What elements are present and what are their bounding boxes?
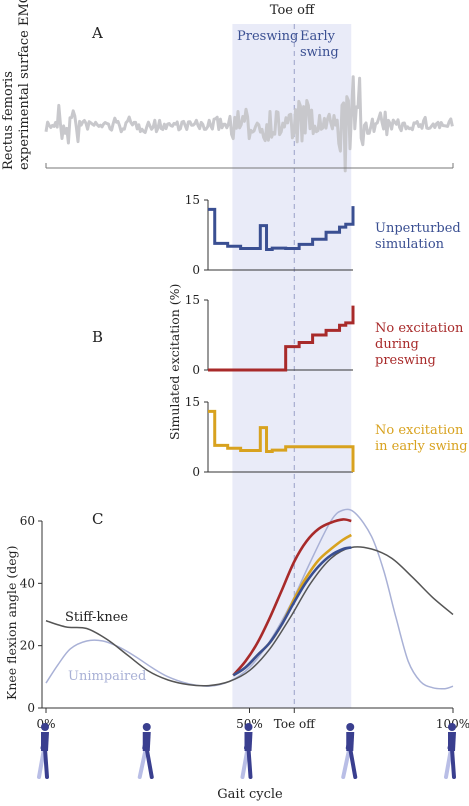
- unperturbed-simulation-excitation-line: [208, 206, 355, 251]
- toe-off-title: Toe off: [270, 3, 316, 18]
- walker-arm: [142, 733, 149, 750]
- no-excitation-in-early-swing-label-line-1: No excitation: [375, 423, 464, 438]
- walking-person-icon: [37, 723, 49, 779]
- walker-head: [142, 723, 151, 731]
- panel-letter-c: C: [92, 510, 103, 528]
- panel-letter-b: B: [92, 328, 103, 346]
- walker-head: [244, 723, 253, 731]
- knee-curve-no-excitation-during-preswing: [232, 518, 352, 677]
- no-excitation-during-preswing-label-line-3: preswing: [375, 353, 436, 368]
- walker-back-leg: [37, 747, 46, 779]
- walking-person-icon: [137, 723, 154, 779]
- no-excitation-in-early-swing-tick-label-15: 15: [185, 395, 200, 409]
- unperturbed-simulation-tick-label-15: 15: [185, 193, 200, 207]
- xtick-label-toe-off: Toe off: [274, 717, 316, 731]
- walker-arm: [447, 733, 454, 750]
- no-excitation-during-preswing-tick-label-0: 0: [192, 363, 200, 377]
- walker-arm: [244, 733, 250, 750]
- emg-ylabel-line1: Rectus femoris: [1, 71, 16, 170]
- emg-signal-trace: [44, 75, 454, 173]
- walker-front-leg: [43, 747, 49, 779]
- knee-curve-stiff-knee: [45, 546, 454, 687]
- no-excitation-in-early-swing-label-line-2: in early swing: [375, 439, 468, 454]
- emg-ylabel-line2: experimental surface EMG: [17, 0, 32, 170]
- knee-ytick-label-20: 20: [20, 639, 35, 653]
- no-excitation-during-preswing-label-line-2: during: [375, 337, 419, 352]
- unperturbed-simulation-label-line-1: Unperturbed: [375, 221, 461, 236]
- walking-person-icon: [444, 723, 456, 779]
- knee-ytick-label-40: 40: [20, 576, 35, 590]
- walker-head: [41, 723, 49, 731]
- walking-person-icon: [240, 723, 253, 779]
- panel-letter-a: A: [91, 24, 103, 42]
- walker-back-leg: [444, 747, 453, 779]
- unperturbed-simulation-label-line-2: simulation: [375, 237, 445, 252]
- knee-ytick-label-0: 0: [27, 701, 35, 715]
- early-swing-label-line1: Early: [300, 29, 336, 44]
- walker-front-leg: [450, 747, 456, 779]
- walker-arm: [345, 733, 352, 750]
- stiff-knee-label: Stiff-knee: [65, 610, 128, 625]
- unperturbed-simulation-tick-label-0: 0: [192, 263, 200, 277]
- walker-front-leg: [348, 747, 358, 779]
- excitation-ylabel: Simulated excitation (%): [167, 284, 182, 440]
- knee-ylabel: Knee flexion angle (deg): [4, 545, 19, 700]
- walker-head: [448, 723, 456, 731]
- walking-person-icon: [341, 723, 358, 779]
- no-excitation-in-early-swing-excitation-line: [208, 409, 355, 472]
- walker-arm: [40, 733, 47, 750]
- unimpaired-label: Unimpaired: [68, 669, 146, 684]
- x-axis-title: Gait cycle: [217, 787, 283, 802]
- no-excitation-during-preswing-label-line-1: No excitation: [375, 321, 464, 336]
- preswing-label: Preswing: [237, 29, 298, 44]
- no-excitation-during-preswing-excitation-line: [208, 305, 355, 372]
- knee-curve-unperturbed-simulation: [232, 546, 352, 677]
- no-excitation-during-preswing-tick-label-15: 15: [185, 293, 200, 307]
- knee-ytick-label-60: 60: [20, 514, 35, 528]
- walker-back-leg: [341, 747, 352, 779]
- early-swing-label-line2: swing: [300, 45, 339, 60]
- walker-front-leg: [144, 747, 154, 779]
- walker-back-leg: [137, 747, 148, 779]
- walker-head: [346, 723, 355, 731]
- no-excitation-in-early-swing-tick-label-0: 0: [192, 465, 200, 479]
- walker-back-leg: [240, 747, 250, 779]
- walker-front-leg: [246, 747, 253, 779]
